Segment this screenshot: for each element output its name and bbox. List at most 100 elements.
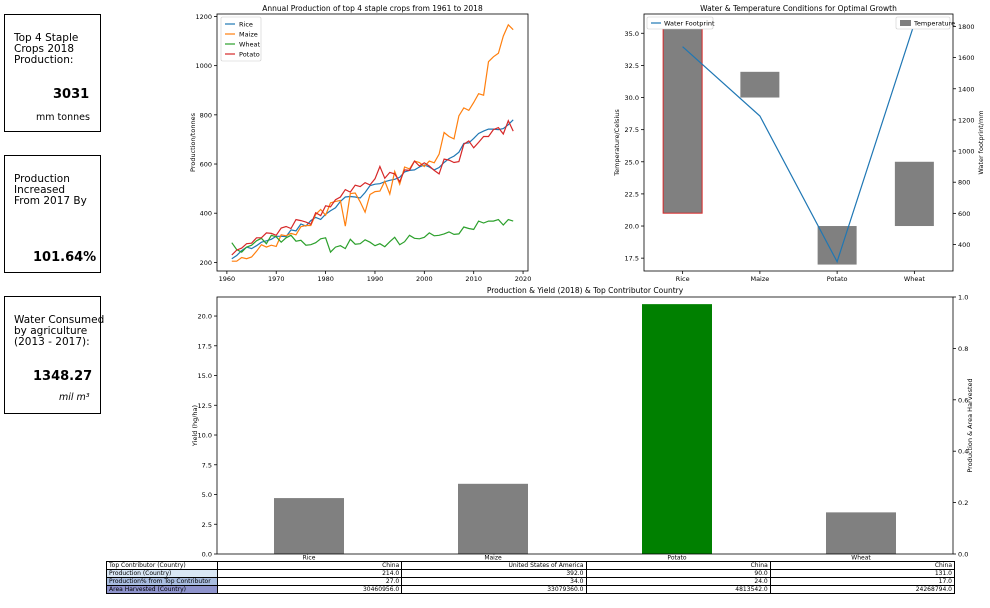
table-cell: 24.0 <box>585 577 771 586</box>
kpi-card-increase: Production Increased From 2017 By 101.64… <box>4 155 101 273</box>
y-tick-label: 12.5 <box>198 402 212 410</box>
y-tick-label: 5.0 <box>202 491 212 499</box>
y2-tick-label: 0.4 <box>958 448 968 456</box>
y-tick-label: 32.5 <box>625 62 639 70</box>
column-header-wheat: Wheat <box>851 555 871 562</box>
y2-tick-label: 0.2 <box>958 499 968 507</box>
plot-frame <box>216 296 954 555</box>
table-cell: 27.0 <box>216 577 403 586</box>
y-tick-label: 17.5 <box>625 255 639 263</box>
y2-tick-label: 0.6 <box>958 396 968 404</box>
y-tick-label: 1000 <box>195 62 212 70</box>
y2-tick-label: 1000 <box>958 148 975 156</box>
legend-swatch <box>900 20 911 26</box>
legend-label: Maize <box>239 31 258 39</box>
table-row-header: Area Harvested (Country) <box>106 585 218 594</box>
legend-box <box>646 16 714 30</box>
y2-tick-label: 1600 <box>958 54 975 62</box>
plot-frame <box>216 13 529 272</box>
table-cell: 131.0 <box>769 569 956 578</box>
column-header-rice: Rice <box>303 555 316 562</box>
legend-label: Rice <box>239 21 253 29</box>
temperature-bar-wheat <box>894 161 934 227</box>
legend-box <box>220 16 262 62</box>
series-line-rice <box>231 119 514 260</box>
y-axis-label: Production/tonnes <box>189 112 197 172</box>
y2-tick-label: 1400 <box>958 85 975 93</box>
table-cell: United States of America <box>401 561 587 570</box>
chart-title: Water & Temperature Conditions for Optim… <box>700 4 897 13</box>
table-cell: 24268794.0 <box>769 585 956 594</box>
kpi-card-water: Water Consumed by agriculture (2013 - 20… <box>4 296 105 414</box>
kpi-label: Water Consumed by agriculture (2013 - 20… <box>14 314 105 348</box>
kpi-value: 101.64% <box>33 250 97 265</box>
table-cell: 392.0 <box>401 569 587 578</box>
table-cell: 30460956.0 <box>216 585 403 594</box>
x-tick-label: 2020 <box>515 275 532 283</box>
y-tick-label: 35.0 <box>625 30 639 38</box>
y2-tick-label: 600 <box>958 210 970 218</box>
y-tick-label: 400 <box>200 210 212 218</box>
table-cell: 17.0 <box>769 577 956 586</box>
water-footprint-line <box>682 23 915 264</box>
kpi-value: 1348.27 <box>33 369 93 384</box>
series-line-wheat <box>231 218 514 254</box>
y-tick-label: 20.0 <box>625 223 639 231</box>
y-tick-label: 0.0 <box>202 551 212 559</box>
chart-title: Annual Production of top 4 staple crops … <box>262 4 483 13</box>
y-tick-label: 800 <box>200 111 212 119</box>
y2-tick-label: 800 <box>958 179 970 187</box>
kpi-unit: mm tonnes <box>36 112 90 123</box>
table-cell: China <box>216 561 403 570</box>
legend-label: Wheat <box>239 41 261 49</box>
y-tick-label: 10.0 <box>198 432 212 440</box>
y-tick-label: 25.0 <box>625 158 639 166</box>
series-line-potato <box>231 119 514 256</box>
contributor-table: Top Contributor (Country) China United Sta… <box>106 561 956 594</box>
x-tick-label: Rice <box>676 275 690 283</box>
y-tick-label: 2.5 <box>202 521 212 529</box>
kpi-card-production: Top 4 Staple Crops 2018 Production: 3031… <box>4 14 101 132</box>
temperature-bar-rice <box>662 19 703 214</box>
table-cell: 33079360.0 <box>401 585 587 594</box>
legend-label: Temperature <box>913 20 955 28</box>
x-tick-label: 1970 <box>268 275 285 283</box>
yield-bar-rice <box>274 498 344 554</box>
temperature-bar-potato <box>817 226 857 265</box>
y-axis-label: Temperature/Celsius <box>613 109 621 177</box>
y2-axis-label: Water footprint/mm <box>977 110 985 174</box>
x-tick-label: Wheat <box>904 275 926 283</box>
y-tick-label: 600 <box>200 161 212 169</box>
legend-label: Potato <box>239 51 260 59</box>
plot-frame <box>643 13 954 272</box>
y2-tick-label: 1.0 <box>958 294 968 302</box>
table-row-header: Production (Country) <box>106 569 218 578</box>
table-cell: 214.0 <box>216 569 403 578</box>
x-tick-label: 2010 <box>465 275 482 283</box>
table-cell: China <box>585 561 771 570</box>
x-tick-label: Maize <box>750 275 769 283</box>
kpi-label: Production Increased From 2017 By <box>14 173 87 207</box>
y2-tick-label: 400 <box>958 241 970 249</box>
y-tick-label: 17.5 <box>198 342 212 350</box>
kpi-unit: mil m³ <box>59 392 90 403</box>
table-row-header: Production% from Top Contributor <box>106 577 218 586</box>
table-row-header: Top Contributor (Country) <box>106 561 218 570</box>
y-tick-label: 7.5 <box>202 461 212 469</box>
table-cell: China <box>769 561 956 570</box>
series-line-maize <box>231 23 514 262</box>
y2-tick-label: 0.0 <box>958 551 968 559</box>
x-tick-label: 1980 <box>317 275 334 283</box>
y-tick-label: 200 <box>200 259 212 267</box>
table-row: Top Contributor (Country) China United Sta… <box>106 561 956 570</box>
table-row: Area Harvested (Country) 30460956.0 330793… <box>106 585 956 594</box>
yield-bar-wheat <box>826 512 896 554</box>
y-tick-label: 22.5 <box>625 190 639 198</box>
table-row: Production% from Top Contributor 27.0 34.0… <box>106 577 956 586</box>
x-tick-label: 1960 <box>219 275 236 283</box>
y2-tick-label: 1800 <box>958 23 975 31</box>
kpi-label: Top 4 Staple Crops 2018 Production: <box>14 32 79 66</box>
column-header-maize: Maize <box>484 555 502 562</box>
y-tick-label: 30.0 <box>625 94 639 102</box>
y-tick-label: 1200 <box>195 13 212 21</box>
